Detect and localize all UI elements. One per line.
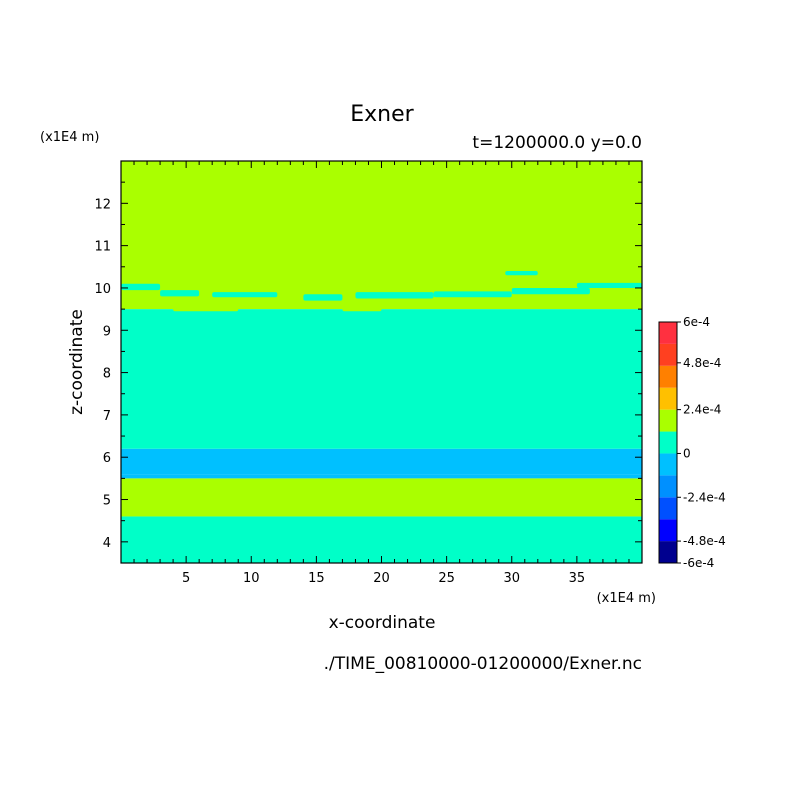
contour-patch-10 xyxy=(173,306,239,312)
y-tick-label: 5 xyxy=(103,494,111,509)
x-axis-label: x-coordinate xyxy=(329,613,436,633)
colorbar-label: 0 xyxy=(683,446,691,460)
colorbar-label: -6e-4 xyxy=(683,556,714,570)
colorbar-frame xyxy=(658,321,678,564)
x-tick-label: 15 xyxy=(308,571,325,586)
colorbar-swatch-3 xyxy=(659,475,677,498)
source-file-label: ./TIME_00810000-01200000/Exner.nc xyxy=(324,654,642,674)
y-axis-label: z-coordinate xyxy=(67,309,87,415)
y-axis-ticks: 4 5 6 7 8 9 10 11 12 xyxy=(94,160,642,564)
contour-band-1 xyxy=(121,478,642,517)
colorbar-label: -4.8e-4 xyxy=(683,534,726,548)
y-tick-label: 12 xyxy=(94,197,111,212)
x-axis-ticks: 5 10 15 20 25 30 35 xyxy=(133,161,630,586)
contour-band-3 xyxy=(121,448,642,475)
y-tick-label: 8 xyxy=(103,367,111,382)
x-tick-label: 25 xyxy=(438,571,455,586)
x-tick-label: 10 xyxy=(243,571,260,586)
contour-patch-0 xyxy=(121,283,161,291)
colorbar-label: 4.8e-4 xyxy=(683,356,721,370)
contour-bands xyxy=(121,161,642,563)
contour-band-5 xyxy=(121,161,642,310)
contour-patch-11 xyxy=(342,306,382,312)
x-tick-label: 35 xyxy=(569,571,586,586)
x-tick-label: 30 xyxy=(503,571,520,586)
colorbar-swatch-0 xyxy=(659,541,677,563)
x-tick-label: 5 xyxy=(182,571,190,586)
contour-patch-9 xyxy=(407,304,460,309)
y-tick-label: 10 xyxy=(94,282,111,297)
colorbar-swatch-7 xyxy=(659,387,677,410)
contour-patch-2 xyxy=(212,292,278,298)
colorbar-swatch-10 xyxy=(659,322,677,344)
colorbar-label: 6e-4 xyxy=(683,315,710,329)
chart-subtitle: t=1200000.0 y=0.0 xyxy=(472,133,642,153)
colorbar-label: -2.4e-4 xyxy=(683,490,726,504)
colorbar-swatch-2 xyxy=(659,497,677,520)
contour-band-0 xyxy=(121,516,642,563)
y-tick-label: 7 xyxy=(103,409,111,424)
colorbar-swatch-9 xyxy=(659,343,677,366)
contour-patch-5 xyxy=(433,291,512,298)
chart-title: Exner xyxy=(350,102,414,127)
contour-band-4 xyxy=(121,309,642,449)
contour-patch-7 xyxy=(576,282,642,288)
contour-patch-4 xyxy=(355,292,434,299)
contour-patch-3 xyxy=(303,294,343,301)
colorbar-swatch-4 xyxy=(659,453,677,476)
x-tick-label: 20 xyxy=(373,571,390,586)
colorbar-swatch-8 xyxy=(659,365,677,388)
x-unit-label: (x1E4 m) xyxy=(597,591,656,606)
colorbar: 6e-4 4.8e-4 2.4e-4 0 -2.4e-4 -4.8e-4 -6e-4 xyxy=(658,315,726,570)
y-tick-label: 6 xyxy=(103,451,111,466)
contour-band-2 xyxy=(121,474,642,479)
colorbar-swatch-6 xyxy=(659,409,677,432)
contour-patches xyxy=(121,271,642,312)
contour-patch-8 xyxy=(505,271,538,276)
contour-patch-6 xyxy=(511,287,590,295)
y-tick-label: 9 xyxy=(103,324,111,339)
colorbar-label: 2.4e-4 xyxy=(683,403,721,417)
y-unit-label: (x1E4 m) xyxy=(40,130,99,145)
colorbar-swatch-1 xyxy=(659,519,677,542)
contour-patch-1 xyxy=(160,290,200,297)
colorbar-swatch-5 xyxy=(659,431,677,454)
y-tick-label: 11 xyxy=(94,240,111,255)
y-tick-label: 4 xyxy=(103,536,111,551)
